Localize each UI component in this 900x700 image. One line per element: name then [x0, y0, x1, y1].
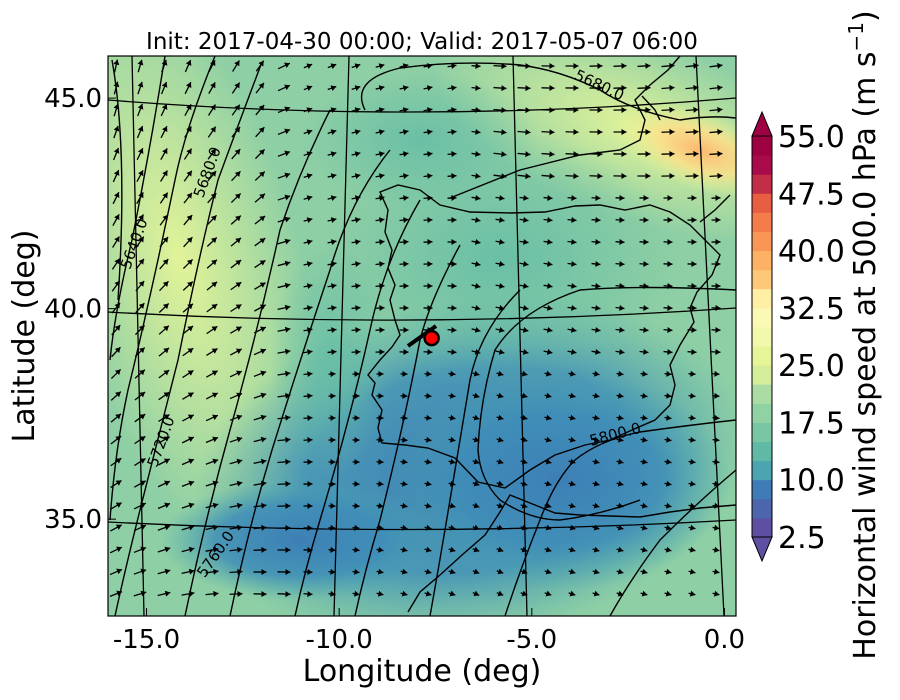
- y-tick-label: 45.0: [44, 84, 102, 114]
- colorbar-bin: [752, 326, 772, 347]
- colorbar-bin: [752, 422, 772, 443]
- colorbar-tick-label: 2.5: [778, 521, 826, 556]
- colorbar-bin: [752, 250, 772, 271]
- colorbar-label-main: Horizontal wind speed at 500.0 hPa (m s: [848, 51, 883, 659]
- colorbar-bin: [752, 288, 772, 309]
- y-axis-label: Latitude (deg): [7, 230, 42, 443]
- colorbar-label: Horizontal wind speed at 500.0 hPa (m s−…: [844, 10, 883, 659]
- location-marker: [406, 324, 440, 348]
- y-axis: 35.0 40.0 45.0: [44, 84, 116, 535]
- colorbar-tick-label: 47.5: [778, 177, 845, 212]
- colorbar-label-close: ): [848, 10, 883, 22]
- colorbar-bin: [752, 346, 772, 366]
- colorbar-bin: [752, 174, 772, 194]
- y-tick-label: 35.0: [44, 505, 102, 535]
- colorbar-label-exponent: −1: [844, 22, 868, 51]
- x-axis-label: Longitude (deg): [303, 654, 542, 689]
- colorbar-bin: [752, 155, 772, 175]
- colorbar-bin: [752, 384, 772, 404]
- x-tick-label: -5.0: [506, 625, 557, 655]
- y-tick-label: 40.0: [44, 295, 102, 325]
- colorbar-tick-label: 32.5: [778, 292, 845, 327]
- x-tick-label: 0.0: [704, 625, 745, 655]
- colorbar-bin: [752, 441, 772, 462]
- wind-speed-field: [108, 56, 736, 616]
- colorbar: 2.5 10.0 17.5 25.0 32.5 40.0 47.5 55.0: [751, 110, 845, 563]
- colorbar-bin: [752, 307, 772, 328]
- colorbar-bin: [752, 498, 772, 519]
- colorbar-extend-max: [751, 110, 773, 137]
- colorbar-bin: [752, 479, 772, 500]
- colorbar-tick-label: 40.0: [778, 235, 845, 270]
- chart-title: Init: 2017-04-30 00:00; Valid: 2017-05-0…: [146, 29, 698, 55]
- plot-frame: [107, 55, 737, 617]
- colorbar-bin: [752, 403, 772, 423]
- colorbar-bin: [752, 212, 772, 232]
- colorbar-bin: [752, 269, 772, 290]
- colorbar-bin: [752, 136, 772, 156]
- colorbar-extend-min: [751, 536, 773, 563]
- x-tick-label: -10.0: [306, 625, 373, 655]
- colorbar-tick-label: 17.5: [778, 406, 845, 441]
- colorbar-tick-label: 55.0: [778, 120, 845, 155]
- colorbar-tick-label: 25.0: [778, 349, 845, 384]
- wind-vectors: [109, 59, 723, 598]
- height-contours: [109, 56, 736, 616]
- colorbar-bin: [752, 460, 772, 481]
- x-axis: -15.0 -10.0 -5.0 0.0: [113, 608, 745, 655]
- colorbar-frame: [751, 135, 773, 538]
- colorbar-bin: [752, 365, 772, 385]
- colorbar-bin: [752, 193, 772, 213]
- x-tick-label: -15.0: [113, 625, 180, 655]
- colorbar-tick-label: 10.0: [778, 464, 845, 499]
- colorbar-bin: [752, 231, 772, 252]
- colorbar-bin: [752, 517, 772, 538]
